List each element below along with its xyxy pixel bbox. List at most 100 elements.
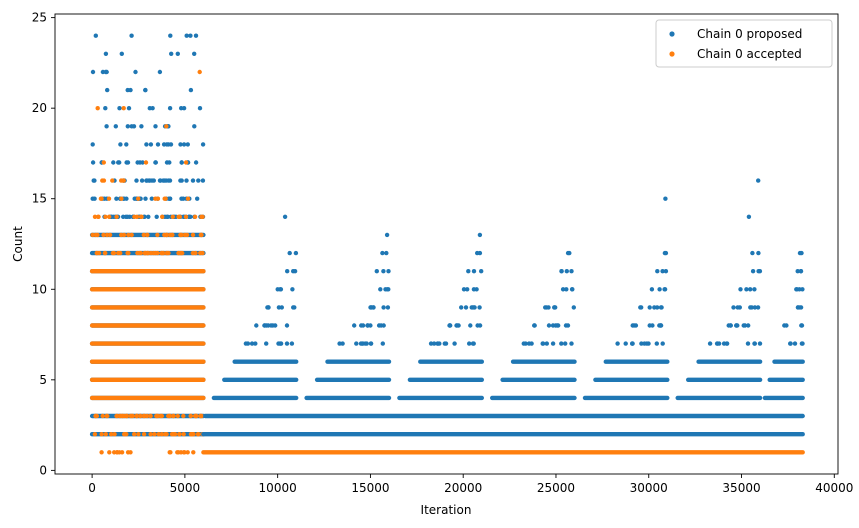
proposed-point — [788, 341, 793, 346]
proposed-point — [104, 124, 109, 129]
proposed-point — [153, 160, 158, 165]
proposed-point — [196, 178, 201, 183]
proposed-point — [455, 323, 460, 328]
accepted-point — [128, 450, 133, 455]
proposed-point — [471, 287, 477, 292]
legend: Chain 0 proposed Chain 0 accepted — [655, 19, 833, 68]
accepted-point — [160, 214, 165, 219]
proposed-point — [93, 33, 99, 38]
proposed-point — [243, 341, 249, 346]
accepted-point — [148, 413, 153, 419]
proposed-point — [569, 269, 574, 274]
x-tick-label: 20000 — [444, 481, 482, 495]
accepted-point — [185, 450, 190, 455]
accepted-point — [110, 178, 115, 183]
proposed-point — [660, 341, 665, 346]
proposed-point — [284, 323, 290, 328]
proposed-point — [114, 196, 119, 201]
proposed-point — [119, 51, 125, 56]
proposed-point — [188, 87, 194, 93]
accepted-point — [167, 413, 173, 419]
proposed-point — [167, 106, 173, 111]
accepted-point — [181, 432, 186, 437]
proposed-point — [155, 142, 161, 147]
y-axis-label: Count — [11, 226, 25, 262]
accepted-point — [119, 196, 124, 201]
proposed-point — [654, 341, 659, 346]
proposed-point — [459, 305, 464, 310]
accepted-point — [145, 232, 150, 238]
proposed-point — [569, 341, 574, 346]
accepted-point — [198, 413, 203, 419]
proposed-point — [164, 214, 170, 219]
accepted-point — [188, 413, 193, 419]
proposed-point — [197, 106, 203, 111]
proposed-point — [662, 250, 668, 256]
proposed-point — [192, 51, 197, 56]
accepted-point — [198, 250, 203, 256]
accepted-point — [120, 413, 125, 419]
proposed-point — [752, 305, 758, 310]
proposed-point — [146, 214, 151, 219]
accepted-point — [153, 196, 158, 201]
proposed-point — [642, 341, 647, 346]
y-tick-label: 15 — [32, 192, 47, 206]
accepted-point — [178, 250, 184, 256]
x-tick-label: 10000 — [259, 481, 297, 495]
proposed-point — [745, 341, 751, 346]
proposed-point — [447, 323, 452, 328]
proposed-point — [737, 305, 742, 310]
legend-marker — [669, 31, 675, 37]
accepted-point — [93, 413, 98, 419]
proposed-point — [552, 305, 557, 310]
proposed-point — [795, 305, 801, 310]
proposed-point — [184, 33, 189, 38]
proposed-point — [792, 341, 798, 346]
proposed-point — [468, 323, 473, 328]
proposed-point — [532, 323, 537, 328]
accepted-point — [94, 250, 100, 256]
proposed-point — [90, 196, 95, 201]
accepted-point — [103, 214, 108, 219]
proposed-point — [385, 305, 391, 310]
accepted-point — [104, 232, 110, 238]
proposed-point — [200, 178, 206, 183]
proposed-point — [750, 269, 756, 274]
proposed-point — [798, 269, 804, 274]
proposed-point — [798, 305, 804, 310]
proposed-point — [564, 287, 569, 292]
accepted-point — [132, 214, 137, 219]
proposed-point — [157, 69, 163, 75]
proposed-point — [284, 341, 290, 346]
accepted-point — [168, 450, 173, 455]
accepted-point — [98, 196, 104, 201]
proposed-point — [287, 250, 292, 256]
proposed-point — [147, 106, 152, 111]
proposed-point — [799, 341, 805, 346]
accepted-point — [177, 432, 182, 437]
proposed-point — [193, 160, 199, 165]
proposed-point — [663, 196, 668, 201]
proposed-point — [337, 341, 342, 346]
proposed-point — [540, 341, 546, 346]
accepted-point — [155, 250, 160, 256]
accepted-point — [164, 232, 170, 238]
proposed-point — [630, 341, 635, 346]
accepted-point — [126, 232, 131, 238]
accepted-point — [178, 232, 183, 238]
proposed-point — [470, 341, 476, 346]
accepted-point — [124, 413, 130, 419]
proposed-point — [111, 160, 116, 165]
accepted-point — [92, 432, 98, 437]
proposed-point — [133, 69, 138, 75]
proposed-point — [125, 214, 130, 219]
accepted-point — [144, 413, 150, 419]
accepted-point — [197, 69, 202, 75]
proposed-point — [365, 323, 370, 328]
proposed-point — [354, 341, 359, 346]
proposed-point — [386, 269, 391, 274]
proposed-point — [756, 178, 761, 183]
proposed-point — [103, 69, 108, 75]
proposed-point — [799, 323, 805, 328]
proposed-point — [658, 323, 663, 328]
